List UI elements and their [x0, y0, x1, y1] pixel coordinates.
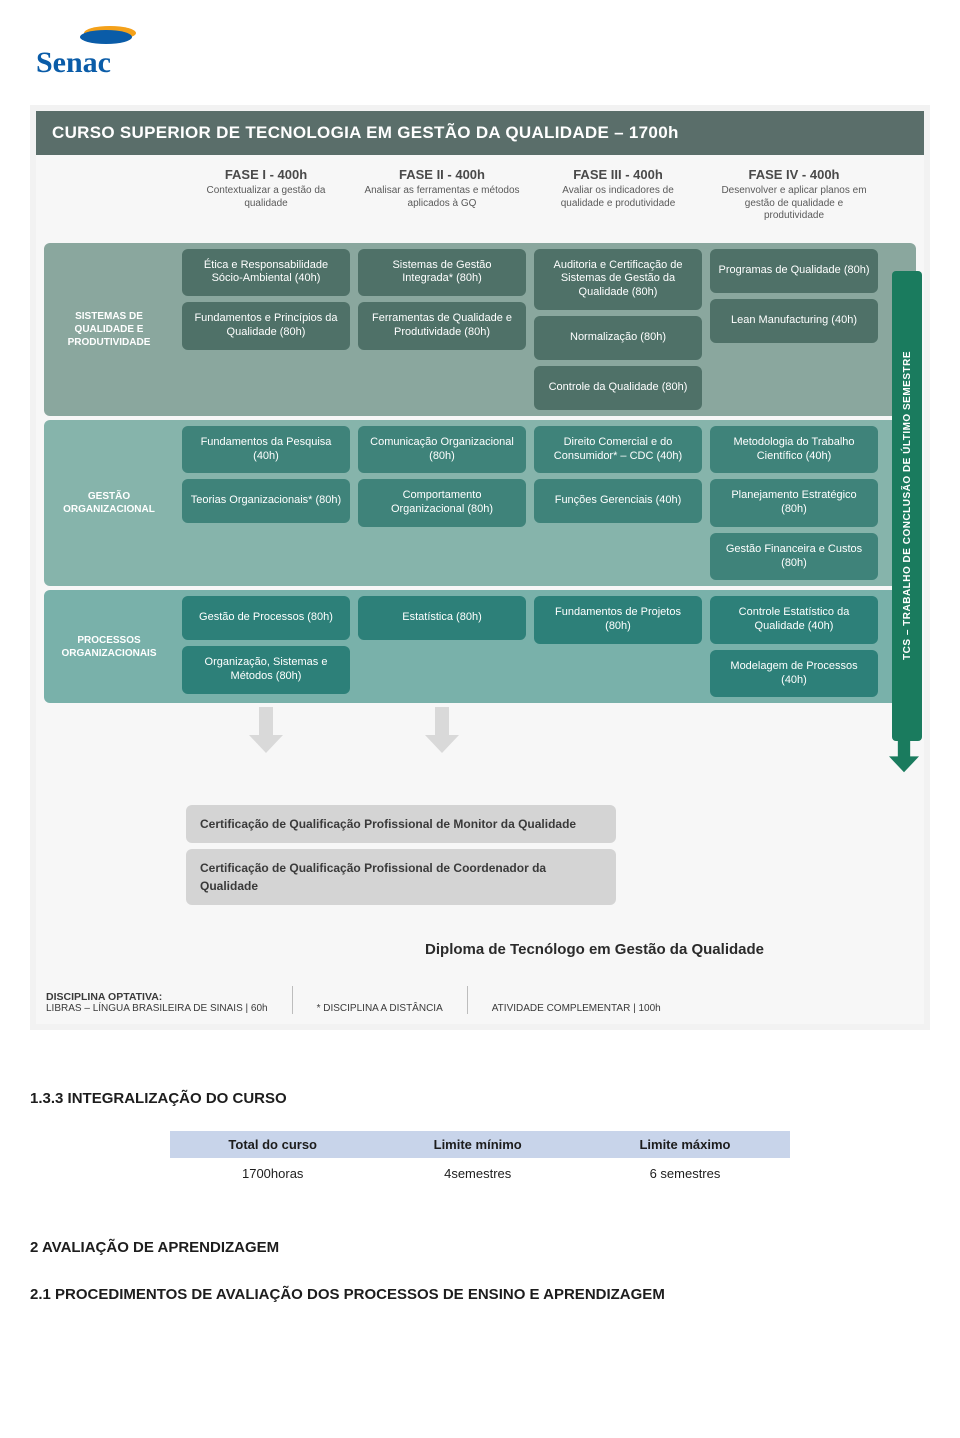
course-module: Lean Manufacturing (40h) [710, 299, 878, 343]
course-module: Controle da Qualidade (80h) [534, 366, 702, 410]
phase-column: Fundamentos da Pesquisa (40h) Teorias Org… [182, 426, 350, 581]
phase-header: FASE III - 400h Avaliar os indicadores de… [534, 161, 702, 233]
phase-column: Metodologia do Trabalho Científico (40h)… [710, 426, 878, 581]
course-module: Modelagem de Processos (40h) [710, 650, 878, 698]
arrow-down-icon [182, 707, 350, 797]
integralization-table: Total do cursoLimite mínimoLimite máximo… [170, 1131, 790, 1189]
table-header-cell: Total do curso [170, 1131, 375, 1158]
diploma-label: Diploma de Tecnólogo em Gestão da Qualid… [36, 925, 924, 968]
phase-title: FASE II - 400h [364, 167, 520, 182]
phase-description: Contextualizar a gestão da qualidade [188, 185, 344, 210]
phase-column: Direito Comercial e do Consumidor* – CDC… [534, 426, 702, 581]
phase-column: Sistemas de Gestão Integrada* (80h) Ferra… [358, 249, 526, 410]
course-module: Fundamentos e Princípios da Qualidade (8… [182, 302, 350, 350]
course-module: Ética e Responsabilidade Sócio-Ambiental… [182, 249, 350, 297]
course-module: Funções Gerenciais (40h) [534, 479, 702, 523]
course-module: Metodologia do Trabalho Científico (40h) [710, 426, 878, 474]
phase-column: Programas de Qualidade (80h) Lean Manufac… [710, 249, 878, 410]
footnote-distance: * DISCIPLINA A DISTÂNCIA [317, 1003, 443, 1014]
curriculum-chart: CURSO SUPERIOR DE TECNOLOGIA EM GESTÃO D… [30, 105, 930, 1030]
band-label: GESTÃO ORGANIZACIONAL [44, 426, 174, 581]
course-module: Fundamentos da Pesquisa (40h) [182, 426, 350, 474]
curriculum-band: PROCESSOS ORGANIZACIONAISGestão de Proce… [44, 590, 916, 703]
tcs-bar: TCS – TRABALHO DE CONCLUSÃO DE ÚLTIMO SE… [892, 271, 922, 741]
flow-arrows-row [36, 707, 924, 797]
course-module: Fundamentos de Projetos (80h) [534, 596, 702, 644]
section-heading: 2 AVALIAÇÃO DE APRENDIZAGEM [30, 1239, 930, 1256]
phase-header: FASE IV - 400h Desenvolver e aplicar plan… [710, 161, 878, 233]
tcs-label: TCS – TRABALHO DE CONCLUSÃO DE ÚLTIMO SE… [902, 351, 913, 660]
course-module: Organização, Sistemas e Métodos (80h) [182, 646, 350, 694]
certification-label: Certificação de Qualificação Profissiona… [200, 817, 576, 831]
band-label: SISTEMAS DE QUALIDADE E PRODUTIVIDADE [44, 249, 174, 410]
arrow-down-icon [358, 707, 526, 797]
phase-column: Estatística (80h) [358, 596, 526, 697]
section-heading: 1.3.3 INTEGRALIZAÇÃO DO CURSO [30, 1090, 930, 1107]
phase-header: FASE I - 400h Contextualizar a gestão da … [182, 161, 350, 233]
table-header-cell: Limite máximo [580, 1131, 790, 1158]
course-module: Gestão Financeira e Custos (80h) [710, 533, 878, 581]
band-label: PROCESSOS ORGANIZACIONAIS [44, 596, 174, 697]
section-heading: 2.1 PROCEDIMENTOS DE AVALIAÇÃO DOS PROCE… [30, 1286, 930, 1303]
arrow-down-icon [534, 707, 702, 797]
senac-logo: Senac [30, 20, 930, 85]
phase-title: FASE III - 400h [540, 167, 696, 182]
certification-box: Certificação de Qualificação Profissiona… [186, 849, 616, 905]
course-module: Gestão de Processos (80h) [182, 596, 350, 640]
course-module: Controle Estatístico da Qualidade (40h) [710, 596, 878, 644]
course-module: Comportamento Organizacional (80h) [358, 479, 526, 527]
course-module: Direito Comercial e do Consumidor* – CDC… [534, 426, 702, 474]
footnote-complementary: ATIVIDADE COMPLEMENTAR | 100h [492, 1003, 661, 1014]
phase-title: FASE IV - 400h [716, 167, 872, 182]
chart-footnotes: DISCIPLINA OPTATIVA:LIBRAS – LÍNGUA BRAS… [36, 968, 924, 1024]
course-module: Planejamento Estratégico (80h) [710, 479, 878, 527]
table-header-cell: Limite mínimo [375, 1131, 580, 1158]
course-module: Sistemas de Gestão Integrada* (80h) [358, 249, 526, 297]
phase-column: Fundamentos de Projetos (80h) [534, 596, 702, 697]
certification-label: Certificação de Qualificação Profissiona… [200, 861, 546, 893]
footnote-optative: DISCIPLINA OPTATIVA:LIBRAS – LÍNGUA BRAS… [46, 991, 268, 1014]
section-1-3-3: 1.3.3 INTEGRALIZAÇÃO DO CURSO Total do c… [30, 1090, 930, 1303]
phase-column: Controle Estatístico da Qualidade (40h) M… [710, 596, 878, 697]
phase-column: Auditoria e Certificação de Sistemas de … [534, 249, 702, 410]
table-cell: 6 semestres [580, 1158, 790, 1189]
course-module: Auditoria e Certificação de Sistemas de … [534, 249, 702, 310]
phase-description: Desenvolver e aplicar planos em gestão d… [716, 185, 872, 223]
phase-header-row: FASE I - 400h Contextualizar a gestão da … [36, 155, 924, 239]
course-module: Normalização (80h) [534, 316, 702, 360]
phase-column: Ética e Responsabilidade Sócio-Ambiental… [182, 249, 350, 410]
svg-text:Senac: Senac [36, 46, 111, 79]
phase-column: Gestão de Processos (80h) Organização, Si… [182, 596, 350, 697]
chart-title-bar: CURSO SUPERIOR DE TECNOLOGIA EM GESTÃO D… [36, 111, 924, 155]
phase-description: Avaliar os indicadores de qualidade e pr… [540, 185, 696, 210]
curriculum-band: SISTEMAS DE QUALIDADE E PRODUTIVIDADEÉti… [44, 243, 916, 416]
phase-description: Analisar as ferramentas e métodos aplica… [364, 185, 520, 210]
course-module: Teorias Organizacionais* (80h) [182, 479, 350, 523]
course-module: Estatística (80h) [358, 596, 526, 640]
certifications-area: Certificação de Qualificação Profissiona… [36, 797, 924, 925]
curriculum-band: GESTÃO ORGANIZACIONALFundamentos da Pesq… [44, 420, 916, 587]
course-module: Ferramentas de Qualidade e Produtividade… [358, 302, 526, 350]
table-cell: 4semestres [375, 1158, 580, 1189]
table-cell: 1700horas [170, 1158, 375, 1189]
chart-title: CURSO SUPERIOR DE TECNOLOGIA EM GESTÃO D… [52, 123, 679, 143]
course-module: Comunicação Organizacional (80h) [358, 426, 526, 474]
phase-column: Comunicação Organizacional (80h) Comporta… [358, 426, 526, 581]
certification-box: Certificação de Qualificação Profissiona… [186, 805, 616, 843]
arrow-down-icon [710, 707, 878, 797]
course-module: Programas de Qualidade (80h) [710, 249, 878, 293]
phase-header: FASE II - 400h Analisar as ferramentas e … [358, 161, 526, 233]
phase-title: FASE I - 400h [188, 167, 344, 182]
